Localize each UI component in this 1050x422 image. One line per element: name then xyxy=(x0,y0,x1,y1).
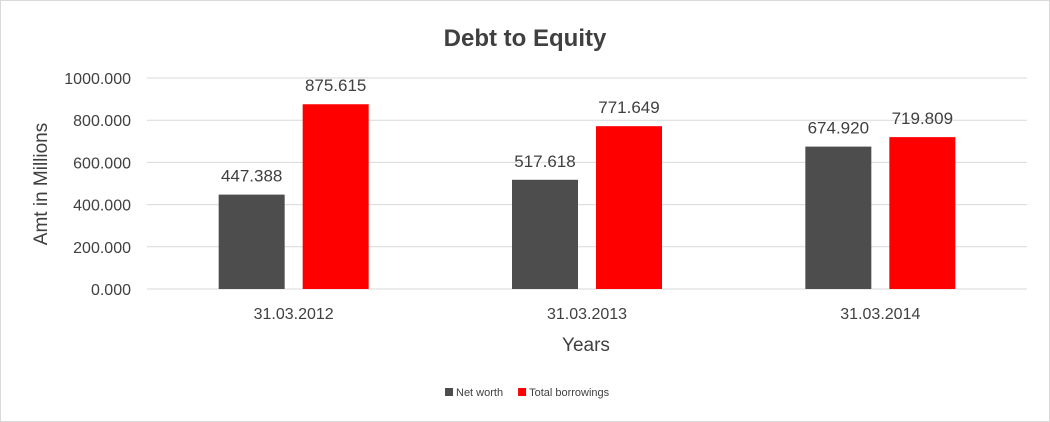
data-label: 875.615 xyxy=(305,76,366,95)
legend-label: Total borrowings xyxy=(529,387,610,399)
bars xyxy=(218,104,956,289)
y-axis-ticks: 0.000 200.000 400.000 600.000 800.000 1000.00… xyxy=(64,71,131,299)
bar-total-borrowings xyxy=(596,126,662,289)
bar-total-borrowings xyxy=(889,137,956,289)
gridlines xyxy=(147,77,1027,290)
x-axis-ticks: 31.03.2012 31.03.2013 31.03.2014 xyxy=(254,306,921,323)
y-tick-label: 0.000 xyxy=(91,282,131,299)
data-label: 674.920 xyxy=(808,119,869,138)
y-tick-label: 400.000 xyxy=(73,198,131,215)
y-axis-label: Amt in Millions xyxy=(31,123,52,245)
y-tick-label: 200.000 xyxy=(73,240,131,257)
y-tick-label: 1000.000 xyxy=(64,71,131,88)
x-axis-label: Years xyxy=(562,335,610,356)
x-tick-label: 31.03.2014 xyxy=(840,306,920,323)
x-tick-label: 31.03.2013 xyxy=(547,306,627,323)
data-label: 719.809 xyxy=(892,109,953,128)
data-label: 447.388 xyxy=(221,167,282,186)
legend: Net worth Total borrowings xyxy=(445,387,610,399)
y-tick-label: 600.000 xyxy=(73,155,131,172)
legend-swatch xyxy=(445,388,453,396)
data-labels: 447.388 875.615 517.618 771.649 674.920 719.8… xyxy=(221,76,953,185)
legend-swatch xyxy=(518,388,527,396)
data-label: 771.649 xyxy=(598,98,659,117)
bar-net-worth xyxy=(512,179,578,289)
bar-net-worth xyxy=(218,194,285,289)
y-tick-label: 800.000 xyxy=(73,113,131,130)
chart-title: Debt to Equity xyxy=(444,25,607,52)
data-label: 517.618 xyxy=(514,152,575,171)
bar-net-worth xyxy=(805,146,872,289)
bar-total-borrowings xyxy=(302,104,369,289)
legend-label: Net worth xyxy=(456,387,503,399)
x-tick-label: 31.03.2012 xyxy=(254,306,334,323)
